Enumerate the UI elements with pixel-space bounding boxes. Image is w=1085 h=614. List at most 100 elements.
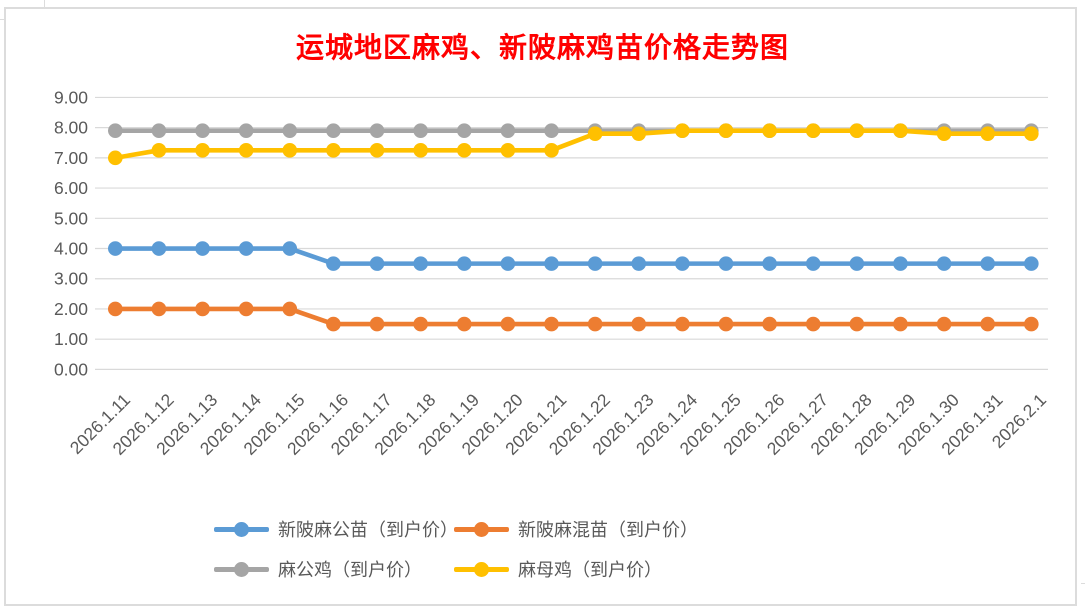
- data-point: [980, 256, 995, 271]
- data-point: [369, 316, 385, 332]
- data-point: [413, 316, 428, 332]
- worksheet-gridline-stub: [1081, 583, 1085, 584]
- data-point: [151, 301, 167, 317]
- data-point: [195, 143, 210, 158]
- data-point: [369, 123, 385, 138]
- data-point: [980, 316, 995, 332]
- data-point: [413, 256, 428, 271]
- series-line-1: [115, 306, 1032, 327]
- data-point: [849, 256, 865, 271]
- data-point: [893, 256, 908, 271]
- y-axis-label: 8.00: [54, 118, 88, 138]
- legend-line-marker-icon: [214, 561, 269, 577]
- data-point: [675, 256, 690, 271]
- worksheet-gridline-stub: [0, 19, 4, 20]
- worksheet-gridline-stub: [44, 0, 45, 7]
- y-axis-label: 1.00: [54, 329, 88, 349]
- data-point: [108, 150, 123, 166]
- data-point: [151, 241, 167, 256]
- data-point: [805, 316, 821, 332]
- data-point: [675, 123, 690, 138]
- data-point: [718, 316, 734, 332]
- legend-item-ma-muji: 麻母鸡（到户价）: [454, 556, 662, 582]
- data-point: [195, 241, 210, 256]
- data-point: [456, 143, 472, 158]
- data-point: [1024, 316, 1039, 332]
- data-point: [980, 126, 995, 141]
- legend-line-marker-icon: [454, 521, 509, 537]
- data-point: [762, 123, 777, 138]
- data-point: [500, 256, 516, 271]
- y-axis-label: 4.00: [54, 239, 88, 259]
- data-point: [849, 316, 865, 332]
- data-point: [326, 256, 341, 271]
- data-point: [587, 256, 603, 271]
- data-point: [1024, 126, 1039, 141]
- data-point: [282, 241, 298, 256]
- y-axis-label: 0.00: [54, 359, 88, 379]
- data-point: [456, 256, 472, 271]
- data-point: [936, 256, 952, 271]
- data-point: [108, 123, 123, 138]
- data-point: [544, 316, 559, 332]
- data-point: [544, 256, 559, 271]
- legend-item-xinpo-hunmiao: 新陂麻混苗（到户价）: [454, 516, 698, 542]
- data-point: [151, 123, 167, 138]
- data-point: [195, 123, 210, 138]
- data-point: [718, 123, 734, 138]
- data-point: [282, 143, 298, 158]
- data-point: [544, 123, 559, 138]
- legend-line-marker-icon: [214, 521, 269, 537]
- data-point: [282, 123, 298, 138]
- data-point: [413, 123, 428, 138]
- y-axis-label: 3.00: [54, 269, 88, 289]
- data-point: [500, 123, 516, 138]
- data-point: [893, 123, 908, 138]
- data-point: [849, 123, 865, 138]
- series-line-0: [115, 246, 1032, 266]
- data-point: [456, 123, 472, 138]
- legend-label: 新陂麻公苗（到户价）: [278, 520, 458, 540]
- data-point: [195, 301, 210, 317]
- legend-item-xinpo-gongmiao: 新陂麻公苗（到户价）: [214, 516, 458, 542]
- data-point: [675, 316, 690, 332]
- data-point: [326, 316, 341, 332]
- data-point: [587, 126, 603, 141]
- y-axis-label: 9.00: [54, 87, 88, 107]
- data-point: [413, 143, 428, 158]
- y-axis-label: 6.00: [54, 178, 88, 198]
- y-axis-label: 7.00: [54, 148, 88, 168]
- data-point: [369, 143, 385, 158]
- legend-label: 麻公鸡（到户价）: [278, 560, 422, 580]
- data-point: [238, 143, 254, 158]
- y-axis-label: 2.00: [54, 299, 88, 319]
- data-point: [805, 256, 821, 271]
- data-point: [282, 301, 298, 317]
- data-point: [893, 316, 908, 332]
- data-point: [500, 143, 516, 158]
- chart-title: 运城地区麻鸡、新陂麻鸡苗价格走势图: [295, 32, 789, 63]
- data-point: [500, 316, 516, 332]
- y-axis-label: 5.00: [54, 208, 88, 228]
- data-point: [456, 316, 472, 332]
- data-point: [369, 256, 385, 271]
- data-point: [326, 143, 341, 158]
- data-point: [631, 256, 647, 271]
- data-point: [762, 256, 777, 271]
- data-point: [1024, 256, 1039, 271]
- data-point: [631, 126, 647, 141]
- data-point: [936, 126, 952, 141]
- data-point: [762, 316, 777, 332]
- data-point: [108, 241, 123, 256]
- data-point: [631, 316, 647, 332]
- legend-item-ma-gongji: 麻公鸡（到户价）: [214, 556, 422, 582]
- data-point: [151, 143, 167, 158]
- data-point: [718, 256, 734, 271]
- data-point: [587, 316, 603, 332]
- data-point: [238, 123, 254, 138]
- data-point: [936, 316, 952, 332]
- data-point: [238, 301, 254, 317]
- data-point: [326, 123, 341, 138]
